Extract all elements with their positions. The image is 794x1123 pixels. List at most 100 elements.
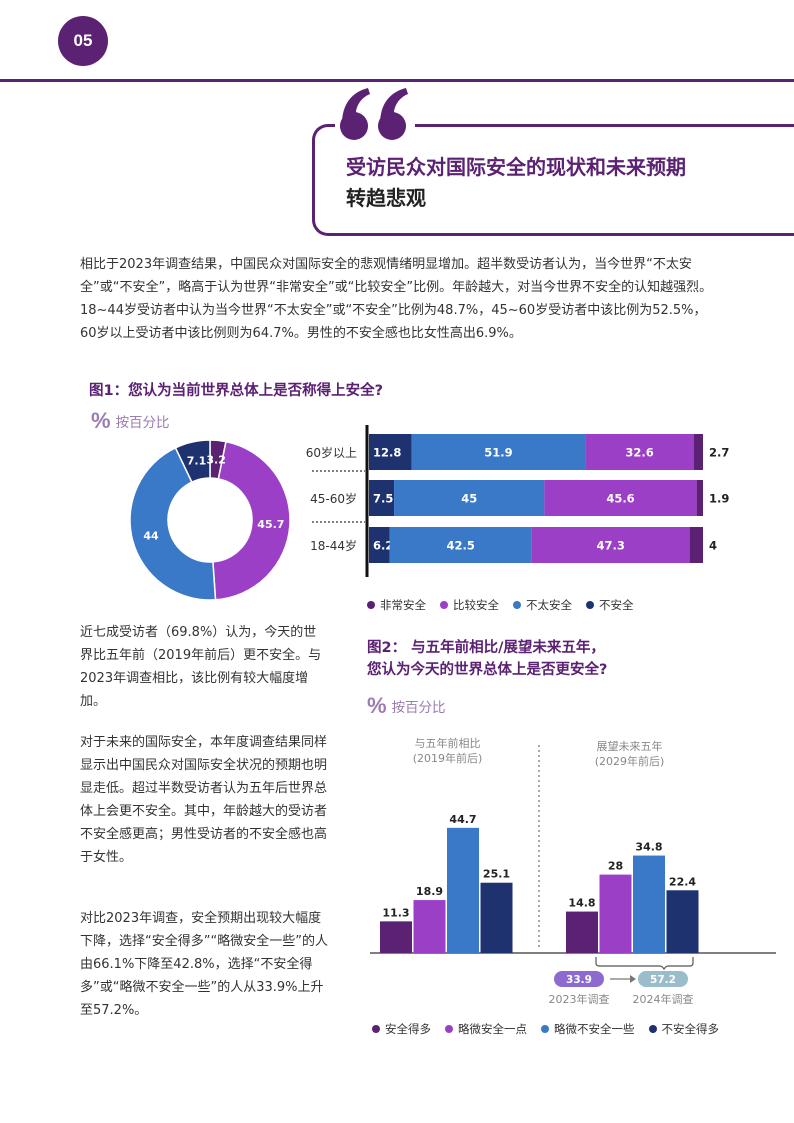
page-number-badge: 05	[58, 16, 108, 66]
page-number: 05	[73, 31, 93, 50]
legend-swatch	[440, 601, 448, 609]
bar-segment	[411, 434, 586, 470]
bar-data-label: 14.8	[568, 897, 595, 910]
bar-data-label: 45	[461, 492, 477, 506]
quote-icon	[340, 88, 408, 140]
bar-data-label: 47.3	[596, 539, 624, 553]
group1-heading-line-1: 与五年前相比	[414, 737, 481, 750]
intro-paragraph: 相比于2023年调查结果，中国民众对国际安全的悲观情绪明显增加。超半数受访者认为…	[80, 257, 713, 341]
legend-item: 不太安全	[513, 597, 572, 613]
bar-data-label: 4	[709, 539, 717, 553]
fig2-unit: % 按百分比	[367, 693, 446, 719]
fig1-title: 图1：您认为当前世界总体上是否称得上安全?	[89, 383, 383, 399]
fig2-title-line-2: 您认为今天的世界总体上是否更安全?	[367, 662, 608, 678]
bar-data-label: 18.9	[416, 885, 443, 898]
legend-item: 非常安全	[367, 597, 426, 613]
legend-label: 略微不安全一些	[554, 1022, 635, 1036]
bar-segment	[585, 434, 694, 470]
category-label: 60岁以上	[306, 445, 357, 460]
fig1-legend: 非常安全 比较安全 不太安全 不安全	[367, 597, 648, 613]
donut-data-label: 3.2	[206, 453, 226, 466]
bar	[666, 890, 699, 953]
bar-data-label: 28	[608, 860, 623, 873]
bar-segment	[369, 527, 390, 563]
fig2-title-line-1: 图2： 与五年前相比/展望未来五年，	[367, 640, 605, 656]
donut-slice	[212, 440, 291, 601]
legend-label: 略微安全一点	[458, 1022, 527, 1036]
bar-segment	[693, 434, 703, 470]
bar-segment	[389, 527, 532, 563]
legend-label: 比较安全	[453, 598, 499, 612]
fig1-unit: % 按百分比	[91, 408, 170, 434]
donut-data-label: 7.1	[187, 455, 207, 468]
category-label: 45-60岁	[310, 491, 357, 506]
bar	[599, 874, 632, 953]
fig2-group1-heading: 与五年前相比 (2019年前后)	[380, 736, 515, 766]
fig1-stacked-bar-chart: 60岁以上 12.8 51.9 32.6 2.7 45-60岁 7.5 45 45.6 1.9 18…	[306, 425, 729, 577]
bar-data-label: 51.9	[484, 446, 512, 460]
bar-data-label: 42.5	[446, 539, 474, 553]
bar-data-label: 6.2	[373, 539, 393, 553]
bar	[447, 827, 479, 953]
legend-label: 安全得多	[385, 1022, 431, 1036]
bar	[633, 855, 665, 953]
bar-data-label: 7.5	[373, 492, 393, 506]
legend-swatch	[367, 601, 375, 609]
legend-item: 比较安全	[440, 597, 499, 613]
category-label: 18-44岁	[310, 538, 357, 553]
legend-item: 略微安全一点	[445, 1021, 527, 1037]
fig2-title: 图2： 与五年前相比/展望未来五年， 您认为今天的世界总体上是否更安全?	[367, 637, 607, 681]
fig2-group2-heading: 展望未来五年 (2029年前后)	[562, 739, 697, 769]
badge-2024-label: 2024年调查	[633, 992, 694, 1006]
bar	[480, 882, 513, 953]
bar	[566, 911, 598, 953]
legend-item: 不安全	[586, 597, 634, 613]
fig2-unit-label: 按百分比	[391, 700, 446, 716]
headline-box	[312, 124, 794, 236]
legend-swatch	[541, 1025, 549, 1033]
badge-2023-value: 33.9	[566, 974, 592, 986]
bar-segment	[531, 527, 690, 563]
bar-data-label: 12.8	[373, 446, 401, 460]
legend-swatch	[648, 1025, 657, 1033]
legend-swatch	[445, 1025, 453, 1033]
headline: 受访民众对国际安全的现状和未来预期 转趋悲观	[346, 152, 766, 214]
legend-item: 略微不安全一些	[541, 1021, 635, 1037]
header-rule	[0, 79, 794, 82]
badge-2023-label: 2023年调查	[549, 992, 610, 1006]
bar-segment	[369, 480, 395, 516]
donut-data-label: 45.7	[257, 518, 284, 531]
paragraph-1: 近七成受访者（69.8%）认为，今天的世界比五年前（2019年前后）更不安全。与…	[80, 625, 322, 709]
bar-segment	[544, 480, 697, 516]
group1-heading-line-2: (2019年前后)	[412, 752, 483, 765]
group2-heading-line-1: 展望未来五年	[596, 740, 663, 753]
legend-label: 非常安全	[380, 598, 426, 612]
bar-segment	[696, 480, 703, 516]
fig2-grouped-bar-chart: 33.9 57.2 2023年调查 2024年调查 11.3 18.9 44.7 25…	[370, 745, 776, 1006]
badge-2024-value: 57.2	[650, 974, 676, 986]
bar-data-label: 1.9	[709, 492, 729, 506]
bar-data-label: 25.1	[483, 868, 510, 881]
headline-line-1: 受访民众对国际安全的现状和未来预期	[346, 155, 686, 179]
legend-label: 不安全得多	[661, 1022, 720, 1036]
donut-slice	[129, 446, 217, 601]
legend-label: 不太安全	[526, 598, 572, 612]
paragraph-2: 对于未来的国际安全，本年度调查结果同样显示出中国民众对国际安全状况的预期也明显走…	[80, 735, 328, 865]
legend-swatch	[372, 1025, 380, 1033]
bar-data-label: 34.8	[635, 841, 662, 854]
bar-segment	[394, 480, 545, 516]
donut-slice	[174, 439, 211, 484]
group2-heading-line-2: (2029年前后)	[594, 755, 665, 768]
bar-data-label: 22.4	[669, 875, 696, 888]
bar-segment	[369, 434, 412, 470]
fig2-legend: 安全得多 略微安全一点 略微不安全一些 不安全得多	[372, 1021, 733, 1037]
fig1-donut-chart: 3.2 45.7 44 7.1	[129, 439, 291, 601]
legend-label: 不安全	[599, 598, 634, 612]
fig1-unit-label: 按百分比	[115, 415, 170, 431]
legend-item: 不安全得多	[648, 1021, 720, 1037]
bar-data-label: 11.3	[382, 906, 409, 919]
paragraph-3: 对比2023年调查，安全预期出现较大幅度下降，选择“安全得多”“略微安全一些”的…	[80, 911, 328, 1018]
bar	[413, 900, 446, 953]
bar-data-label: 44.7	[449, 813, 476, 826]
legend-swatch	[586, 601, 594, 609]
